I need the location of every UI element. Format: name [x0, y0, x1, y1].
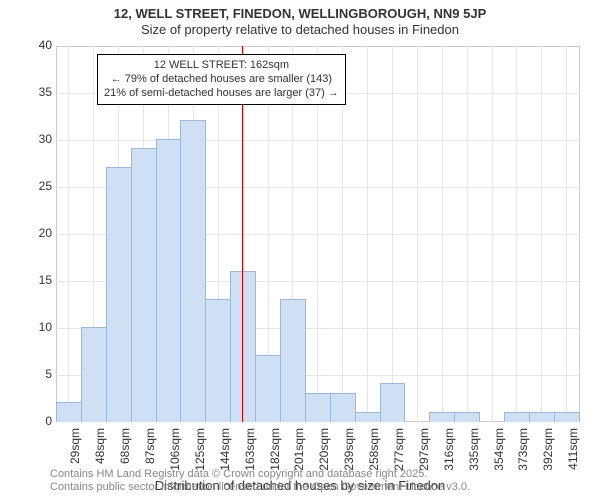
gridline-vertical [516, 46, 517, 422]
footer-line-2: Contains public sector information licen… [50, 481, 470, 493]
reference-annotation: 12 WELL STREET: 162sqm ← 79% of detached… [97, 54, 346, 105]
gridline-vertical [392, 46, 393, 422]
histogram-bar [504, 412, 530, 422]
histogram-bar [454, 412, 480, 422]
histogram-bar [230, 271, 256, 422]
histogram-bar [180, 120, 206, 422]
histogram-bar [205, 299, 231, 422]
gridline-vertical [467, 46, 468, 422]
y-tick-label: 30 [12, 132, 52, 146]
gridline-vertical [442, 46, 443, 422]
y-tick-label: 5 [12, 367, 52, 381]
chart-title: 12, WELL STREET, FINEDON, WELLINGBOROUGH… [0, 6, 600, 22]
histogram-bar [554, 412, 580, 422]
x-tick-label: 373sqm [516, 428, 530, 476]
chart-title-block: 12, WELL STREET, FINEDON, WELLINGBOROUGH… [0, 6, 600, 39]
x-tick-label: 87sqm [143, 428, 157, 476]
histogram-bar [280, 299, 306, 422]
x-tick-label: 411sqm [566, 428, 580, 476]
x-tick-label: 258sqm [367, 428, 381, 476]
y-tick-label: 0 [12, 414, 52, 428]
x-tick-label: 316sqm [442, 428, 456, 476]
y-tick-label: 40 [12, 38, 52, 52]
x-tick-label: 277sqm [392, 428, 406, 476]
y-tick-label: 10 [12, 320, 52, 334]
y-tick-label: 15 [12, 273, 52, 287]
y-tick-label: 20 [12, 226, 52, 240]
x-tick-label: 239sqm [342, 428, 356, 476]
x-tick-label: 144sqm [218, 428, 232, 476]
chart-subtitle: Size of property relative to detached ho… [0, 22, 600, 38]
gridline-vertical [566, 46, 567, 422]
gridline-vertical [367, 46, 368, 422]
x-tick-label: 335sqm [467, 428, 481, 476]
histogram-bar [156, 139, 182, 422]
histogram-bar [305, 393, 331, 422]
x-tick-label: 182sqm [268, 428, 282, 476]
histogram-bar [131, 148, 157, 422]
y-tick-label: 35 [12, 85, 52, 99]
y-tick-label: 25 [12, 179, 52, 193]
histogram-bar [355, 412, 381, 422]
gridline-vertical [541, 46, 542, 422]
histogram-bar [255, 355, 281, 422]
histogram-bar [380, 383, 406, 422]
histogram-bar [330, 393, 356, 422]
histogram-bar [81, 327, 107, 422]
x-tick-label: 297sqm [417, 428, 431, 476]
annotation-line-1: 12 WELL STREET: 162sqm [104, 59, 339, 73]
x-tick-label: 125sqm [193, 428, 207, 476]
attribution-footer: Contains HM Land Registry data © Crown c… [50, 468, 470, 494]
gridline-vertical [492, 46, 493, 422]
gridline-vertical [417, 46, 418, 422]
x-tick-label: 392sqm [541, 428, 555, 476]
chart-page: 12, WELL STREET, FINEDON, WELLINGBOROUGH… [0, 0, 600, 500]
gridline-vertical [68, 46, 69, 422]
histogram-bar [529, 412, 555, 422]
x-tick-label: 48sqm [93, 428, 107, 476]
x-tick-label: 106sqm [168, 428, 182, 476]
x-tick-label: 201sqm [292, 428, 306, 476]
x-tick-label: 163sqm [243, 428, 257, 476]
x-tick-label: 220sqm [317, 428, 331, 476]
histogram-bar [429, 412, 455, 422]
x-tick-label: 29sqm [68, 428, 82, 476]
x-tick-label: 354sqm [492, 428, 506, 476]
x-tick-label: 68sqm [118, 428, 132, 476]
histogram-bar [56, 402, 82, 422]
annotation-line-3: 21% of semi-detached houses are larger (… [104, 87, 339, 101]
annotation-line-2: ← 79% of detached houses are smaller (14… [104, 73, 339, 87]
histogram-bar [106, 167, 132, 422]
